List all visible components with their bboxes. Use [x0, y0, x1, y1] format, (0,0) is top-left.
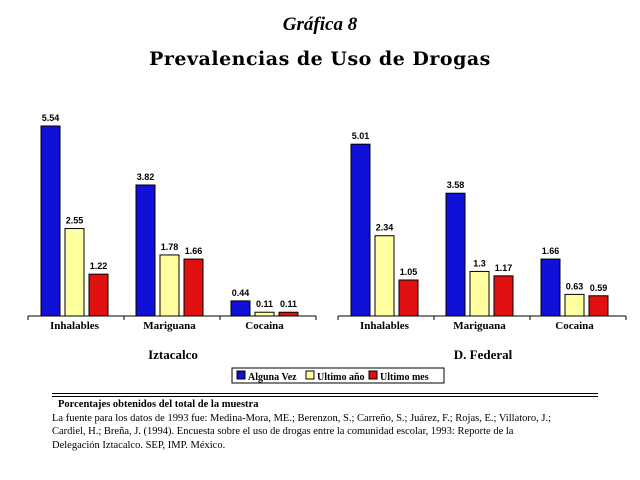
- bar-0-0-1: [64, 228, 85, 317]
- footer-source-line-2: Cardiel, H.; Breña, J. (1994). Encuesta …: [52, 426, 514, 437]
- legend-label-0: Alguna Vez: [248, 372, 297, 383]
- bar-0-2-1: [254, 311, 275, 317]
- footer-rule-bottom: [52, 396, 598, 397]
- data-label-0-1-2: 1.66: [185, 246, 203, 256]
- data-label-1-1-1: 1.3: [473, 258, 486, 268]
- category-label-0-2: Cocaina: [245, 320, 284, 332]
- bar-0-1-0: [135, 184, 156, 317]
- bar-1-0-0: [350, 143, 371, 317]
- data-label-1-0-1: 2.34: [376, 223, 394, 233]
- group-label-0: Iztacalco: [148, 347, 198, 362]
- category-label-0-1: Mariguana: [143, 320, 196, 332]
- data-label-0-0-0: 5.54: [42, 113, 60, 123]
- bar-chart: 5.54 2.55 1.22 Inhalables 3.82 1.78 1.66 Marigu…: [27, 113, 627, 384]
- bar-1-0-1: [374, 235, 395, 317]
- bar-1-0-2: [398, 279, 419, 317]
- data-label-0-0-1: 2.55: [66, 216, 84, 226]
- data-label-1-1-0: 3.58: [447, 180, 465, 190]
- figure-number: Gráfica 8: [282, 14, 358, 35]
- data-label-0-2-2: 0.11: [280, 299, 297, 309]
- chart-title: Prevalencias de Uso de Drogas: [149, 48, 491, 70]
- category-label-1-1: Mariguana: [453, 320, 506, 332]
- legend-box: [231, 367, 445, 384]
- data-label-0-2-0: 0.44: [232, 288, 250, 298]
- bar-1-2-2: [588, 295, 609, 317]
- data-label-0-0-2: 1.22: [90, 261, 108, 271]
- data-label-1-1-2: 1.17: [495, 263, 513, 273]
- category-label-0-0: Inhalables: [50, 320, 100, 332]
- bar-0-2-0: [230, 300, 251, 317]
- bar-0-0-2: [88, 273, 109, 317]
- legend-swatch-2: [368, 370, 378, 380]
- group-label-1: D. Federal: [454, 347, 513, 362]
- data-label-1-0-2: 1.05: [400, 267, 418, 277]
- bar-1-2-1: [564, 293, 585, 317]
- footer-rule-top: [52, 393, 598, 394]
- footer-note: Porcentajes obtenidos del total de la mu…: [58, 399, 259, 410]
- data-label-1-2-2: 0.59: [590, 283, 608, 293]
- legend-label-2: Ultimo mes: [380, 372, 429, 383]
- footer-source-line-3: Delegación Iztacalco. SEP, IMP. México.: [52, 439, 226, 451]
- bar-1-1-0: [445, 192, 466, 317]
- bar-1-2-0: [540, 258, 561, 317]
- data-label-1-2-1: 0.63: [566, 281, 584, 291]
- bar-0-2-2: [278, 311, 299, 317]
- bar-1-1-1: [469, 270, 490, 317]
- data-label-0-1-0: 3.82: [137, 172, 155, 182]
- bar-0-0-0: [40, 125, 61, 317]
- data-label-1-0-0: 5.01: [352, 131, 370, 141]
- category-label-1-0: Inhalables: [360, 320, 410, 332]
- footer-source-line-1: La fuente para los datos de 1993 fue: Me…: [52, 412, 552, 424]
- category-label-1-2: Cocaina: [555, 320, 594, 332]
- footer: Porcentajes obtenidos del total de la mu…: [52, 398, 592, 452]
- bar-1-1-2: [493, 275, 514, 317]
- legend-swatch-0: [236, 370, 246, 380]
- data-label-0-2-1: 0.11: [256, 299, 273, 309]
- legend-swatch-1: [305, 370, 315, 380]
- bar-0-1-2: [183, 258, 204, 317]
- data-label-1-2-0: 1.66: [542, 246, 560, 256]
- bar-0-1-1: [159, 254, 180, 317]
- data-label-0-1-1: 1.78: [161, 242, 179, 252]
- legend-label-1: Ultimo año: [317, 372, 365, 383]
